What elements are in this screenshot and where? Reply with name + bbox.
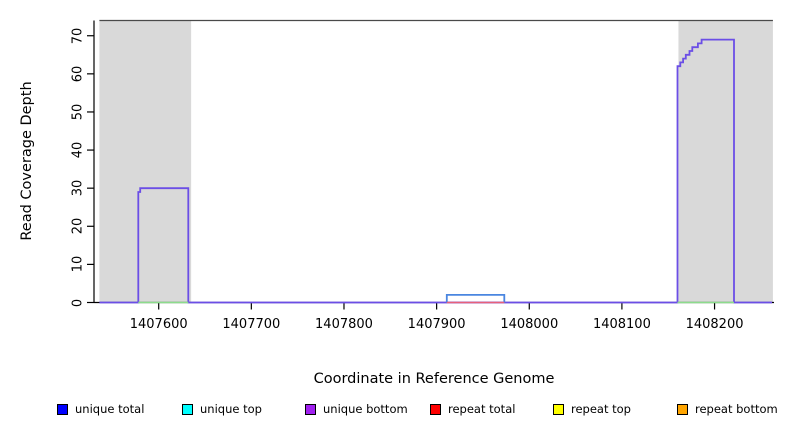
x-tick-label: 1407600 (129, 317, 188, 332)
x-tick-label: 1408000 (500, 317, 559, 332)
y-tick-label: 50 (70, 103, 86, 121)
y-tick-label: 60 (70, 65, 86, 83)
y-tick-label: 0 (70, 298, 86, 307)
y-tick-label: 20 (70, 218, 86, 235)
x-tick-label: 1408100 (592, 317, 651, 332)
x-tick-label: 1407900 (407, 317, 466, 332)
series-line (445, 293, 506, 303)
x-tick-label: 1408200 (685, 317, 744, 332)
x-tick-label: 1407700 (222, 317, 281, 332)
shaded-region (678, 20, 773, 303)
shaded-region (99, 20, 192, 303)
x-tick-label: 1407800 (315, 317, 373, 332)
y-tick-label: 10 (70, 256, 86, 273)
x-axis-label: Coordinate in Reference Genome (313, 371, 555, 387)
y-tick-label: 30 (70, 179, 86, 197)
series-line (99, 38, 772, 304)
y-tick-label: 40 (70, 141, 86, 159)
y-axis-label: Read Coverage Depth (19, 81, 35, 241)
y-tick-label: 70 (70, 27, 86, 45)
